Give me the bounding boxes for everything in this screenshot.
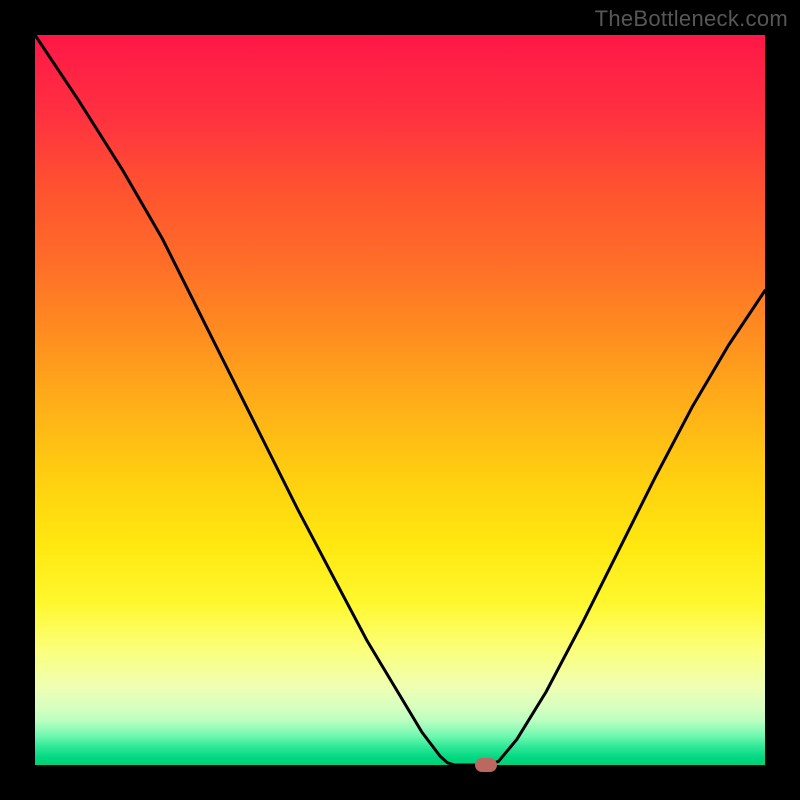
optimum-marker [475,758,497,772]
bottleneck-chart: TheBottleneck.com [0,0,800,800]
curve-layer [35,35,765,765]
bottleneck-curve [35,35,765,765]
plot-area [35,35,765,765]
watermark-text: TheBottleneck.com [595,6,788,32]
